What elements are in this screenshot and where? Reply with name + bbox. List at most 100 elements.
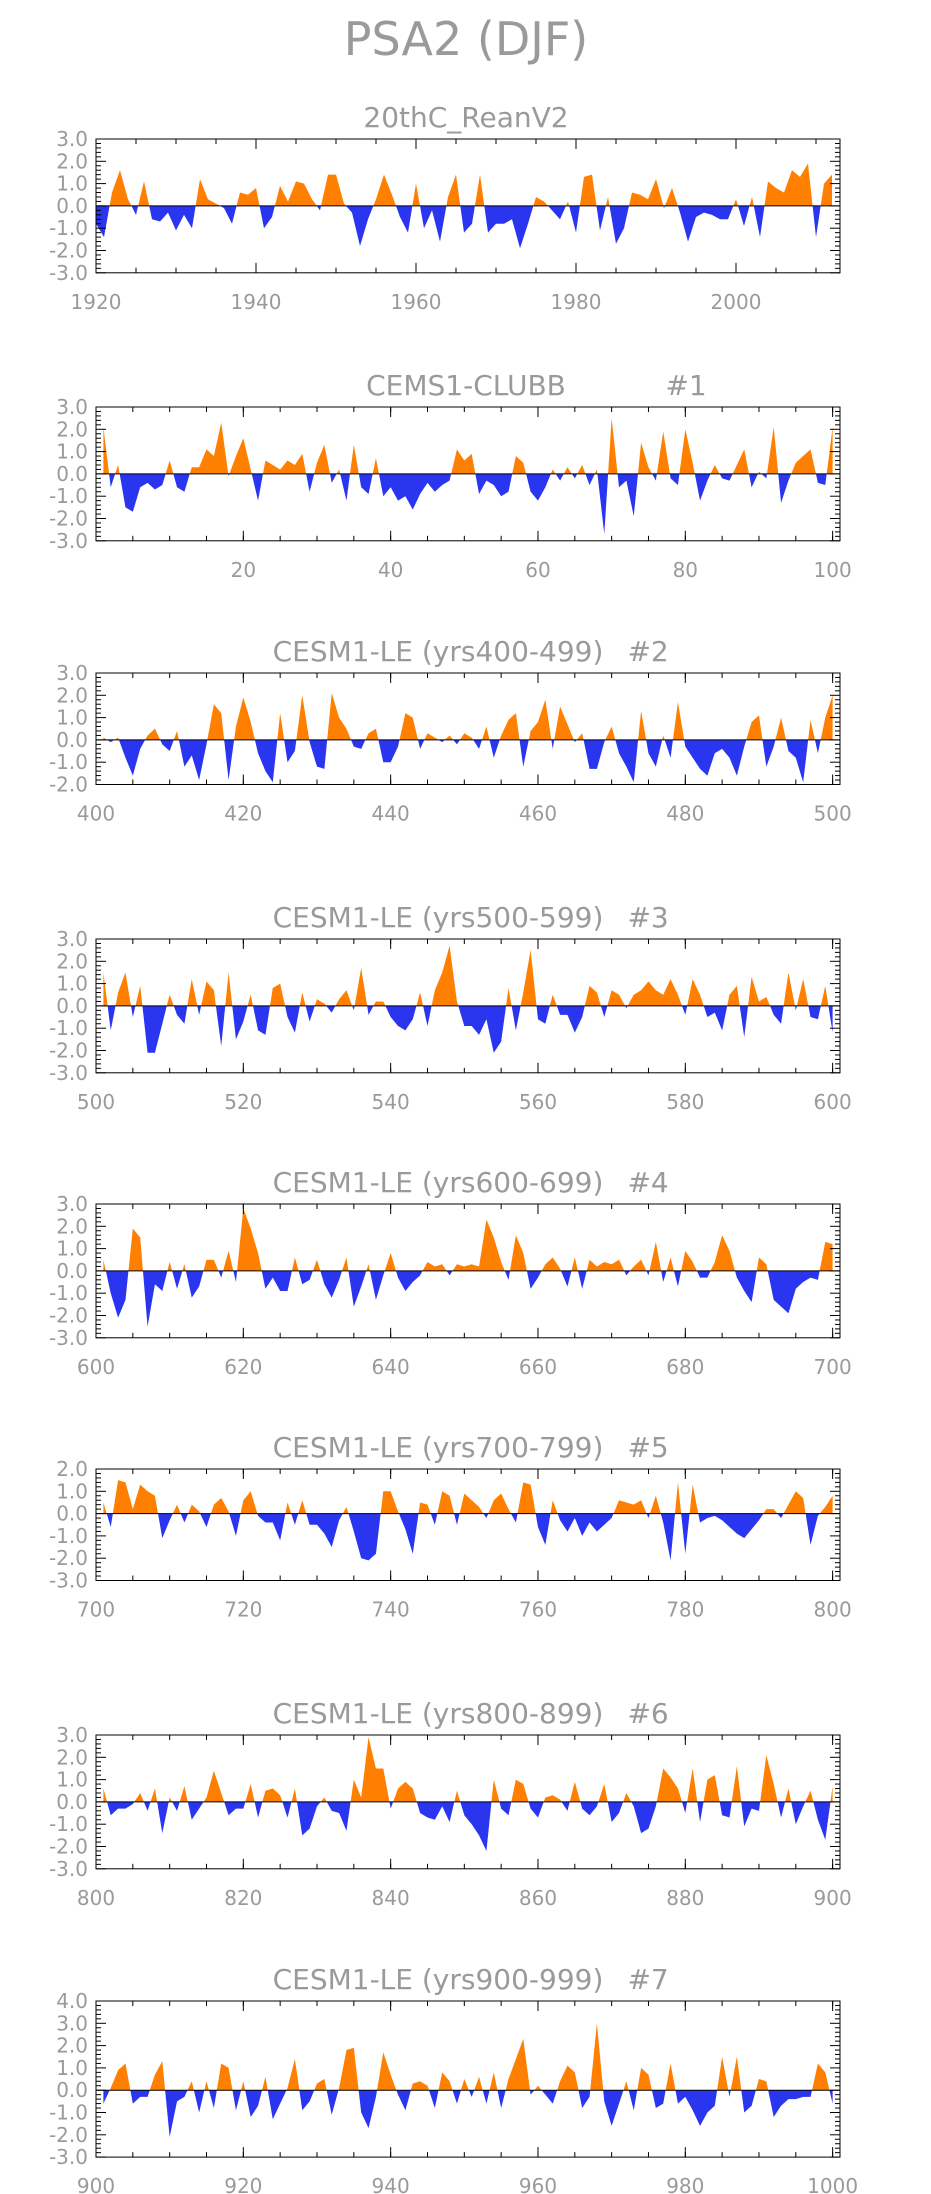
negative-area-26 [452, 2090, 461, 2104]
positive-area-20 [399, 713, 419, 740]
negative-area-42 [628, 2090, 638, 2111]
positive-area-29 [474, 2076, 483, 2091]
x-tick-label: 440 [372, 802, 410, 826]
negative-area-28 [609, 205, 629, 244]
negative-area-3 [142, 1270, 168, 1327]
positive-area-24 [454, 1790, 461, 1802]
panel-4: CESM1-LE (yrs500-599) #33.02.01.00.0-1.0-… [49, 901, 852, 1114]
positive-area-40 [763, 1509, 778, 1514]
y-tick-label: -1.0 [49, 2101, 88, 2125]
negative-area-15 [298, 1270, 313, 1285]
positive-area-34 [554, 706, 574, 740]
positive-area-11 [321, 174, 346, 206]
positive-area-14 [247, 994, 253, 1006]
negative-area-3 [118, 739, 146, 776]
positive-area-23 [410, 2081, 429, 2091]
positive-area-8 [187, 979, 198, 1006]
positive-area-22 [335, 990, 353, 1006]
x-tick-label: 1000 [807, 2174, 858, 2194]
positive-area-0 [103, 1502, 107, 1514]
negative-area-5 [142, 1005, 167, 1053]
y-tick-label: 2.0 [56, 149, 88, 173]
negative-area-7 [200, 1513, 211, 1527]
positive-area-31 [664, 188, 678, 206]
y-tick-label: -1.0 [49, 216, 88, 240]
negative-area-13 [291, 1513, 299, 1525]
negative-area-9 [187, 1801, 204, 1820]
negative-area-52 [768, 2090, 813, 2117]
negative-area-35 [652, 473, 657, 481]
positive-area-24 [444, 735, 454, 740]
negative-area-15 [253, 1005, 270, 1035]
negative-area-48 [728, 2090, 731, 2097]
panel-title: CESM1-LE (yrs900-999) [273, 1963, 604, 1996]
negative-area-7 [178, 739, 208, 781]
negative-area-39 [698, 1513, 764, 1539]
x-tick-label: 480 [666, 802, 704, 826]
negative-area-23 [438, 739, 445, 743]
y-tick-label: 1.0 [56, 1237, 88, 1261]
negative-area-33 [577, 1270, 587, 1289]
negative-area-15 [282, 1801, 292, 1818]
y-tick-label: 4.0 [56, 1989, 88, 2013]
x-tick-label: 1920 [71, 290, 122, 314]
negative-area-4 [165, 2090, 188, 2138]
x-tick-label: 880 [666, 1886, 704, 1910]
negative-area-15 [340, 473, 350, 501]
positive-area-17 [446, 174, 461, 206]
plot-frame [95, 2000, 841, 2158]
negative-area-21 [326, 1005, 336, 1013]
positive-area-37 [764, 163, 813, 206]
positive-area-20 [314, 999, 327, 1006]
y-tick-label: 2.0 [56, 417, 88, 441]
y-tick-label: 0.0 [56, 462, 88, 486]
negative-area-37 [681, 1513, 690, 1554]
positive-area-40 [666, 1257, 674, 1271]
positive-area-35 [534, 2085, 542, 2091]
y-tick-label: -2.0 [49, 773, 88, 797]
negative-area-47 [739, 1005, 749, 1038]
negative-area-1 [109, 473, 116, 488]
negative-area-23 [352, 1005, 355, 1011]
x-tick-label: 400 [77, 802, 115, 826]
positive-area-48 [775, 717, 786, 740]
positive-area-36 [630, 1259, 647, 1271]
positive-area-0 [103, 1259, 106, 1271]
negative-area-8 [259, 205, 275, 229]
negative-area-19 [348, 1270, 367, 1307]
positive-area-22 [393, 1781, 417, 1802]
negative-area-19 [305, 1005, 315, 1022]
positive-area-27 [460, 2079, 469, 2091]
negative-area-12 [346, 205, 374, 247]
negative-area-34 [530, 2090, 535, 2095]
negative-area-14 [267, 2090, 287, 2120]
negative-area-25 [453, 739, 460, 745]
positive-area-34 [637, 442, 653, 474]
negative-area-39 [615, 739, 639, 783]
positive-area-18 [365, 728, 379, 740]
negative-area-22 [548, 205, 566, 220]
positive-area-44 [819, 1495, 833, 1514]
negative-area-7 [173, 1005, 188, 1024]
negative-area-9 [229, 1513, 241, 1536]
negative-area-11 [254, 739, 278, 783]
negative-area-19 [326, 1801, 351, 1831]
positive-area-48 [748, 976, 771, 1006]
positive-area-12 [285, 1502, 292, 1514]
panel-member-label: #3 [627, 901, 668, 934]
negative-area-13 [329, 473, 337, 483]
negative-area-15 [306, 1513, 343, 1548]
positive-area-44 [731, 1766, 742, 1802]
negative-area-41 [697, 1801, 704, 1822]
positive-area-44 [757, 471, 762, 474]
negative-area-43 [696, 1270, 711, 1278]
positive-area-4 [135, 985, 143, 1006]
y-tick-label: 1.0 [56, 1479, 88, 1503]
negative-area-27 [510, 1513, 518, 1523]
positive-area-18 [299, 992, 306, 1006]
negative-area-43 [664, 739, 673, 758]
x-tick-label: 940 [372, 2174, 410, 2194]
positive-area-8 [207, 704, 225, 740]
positive-area-40 [710, 464, 720, 474]
x-tick-label: 520 [224, 1090, 262, 1114]
